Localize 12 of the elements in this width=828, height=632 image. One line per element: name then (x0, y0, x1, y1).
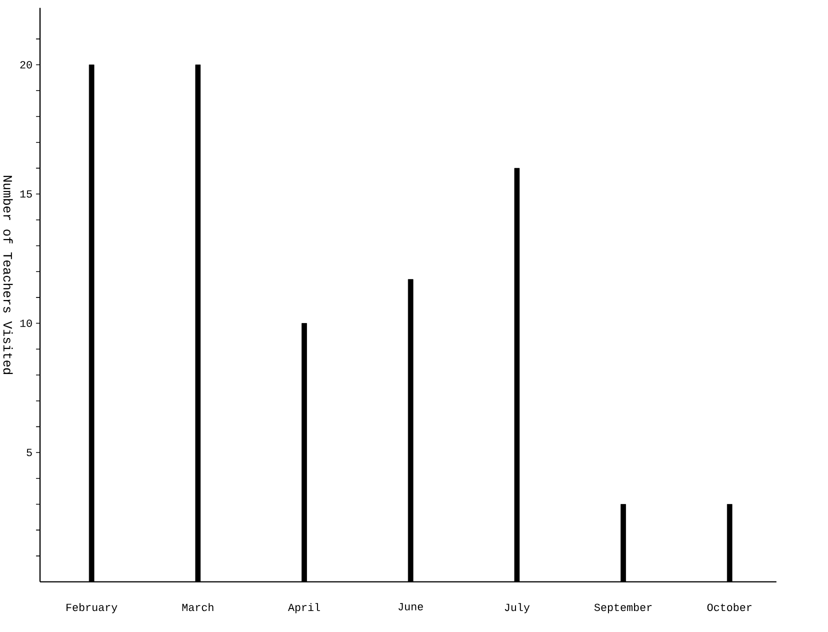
x-tick-label: September (594, 602, 652, 614)
x-tick-label: February (66, 602, 118, 614)
y-tick-label: 5 (26, 448, 32, 456)
x-tick-label: March (182, 602, 214, 611)
x-tick-label: June (398, 602, 423, 610)
x-tick-label: October (707, 602, 752, 611)
y-tick-label: 20 (20, 60, 32, 68)
y-tick-label: 15 (20, 190, 32, 198)
y-tick-label: 10 (20, 319, 32, 327)
x-tick-label: April (288, 602, 320, 614)
y-axis-title: Number of Teachers Visited (3, 176, 13, 374)
x-tick-label: July (504, 602, 530, 614)
